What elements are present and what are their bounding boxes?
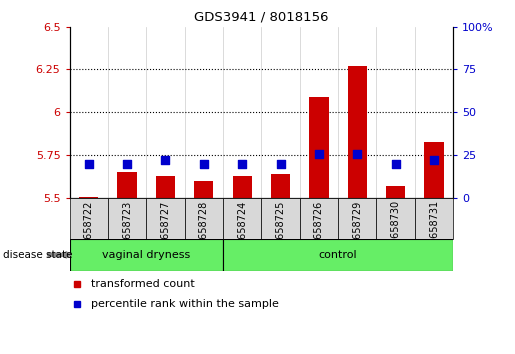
Bar: [70, 198, 108, 239]
Text: GSM658727: GSM658727: [161, 200, 170, 259]
Point: [123, 161, 131, 167]
Bar: [261, 198, 300, 239]
Text: GSM658726: GSM658726: [314, 200, 324, 259]
Bar: [271, 174, 290, 198]
Bar: [223, 198, 261, 239]
Text: GSM658722: GSM658722: [84, 200, 94, 259]
Bar: [108, 198, 146, 239]
Point: [200, 161, 208, 167]
Text: GSM658731: GSM658731: [429, 200, 439, 259]
Point: [161, 158, 169, 163]
Bar: [310, 97, 329, 198]
Point: [84, 161, 93, 167]
Bar: [376, 198, 415, 239]
Bar: [348, 66, 367, 198]
Text: GSM658728: GSM658728: [199, 200, 209, 259]
Point: [277, 161, 285, 167]
Text: percentile rank within the sample: percentile rank within the sample: [91, 299, 279, 309]
Bar: [156, 176, 175, 198]
Text: vaginal dryness: vaginal dryness: [102, 250, 191, 260]
Text: GSM658723: GSM658723: [122, 200, 132, 259]
Bar: [424, 142, 443, 198]
Point: [430, 158, 438, 163]
Bar: [386, 186, 405, 198]
Bar: [300, 198, 338, 239]
Bar: [146, 198, 184, 239]
Point: [315, 151, 323, 156]
Bar: [117, 172, 136, 198]
Point: [353, 151, 362, 156]
Bar: [184, 198, 223, 239]
Point: [391, 161, 400, 167]
Bar: [194, 181, 213, 198]
Bar: [415, 198, 453, 239]
Text: GSM658725: GSM658725: [276, 200, 285, 259]
Bar: [79, 196, 98, 198]
Text: GSM658724: GSM658724: [237, 200, 247, 259]
Title: GDS3941 / 8018156: GDS3941 / 8018156: [194, 11, 329, 24]
Text: control: control: [319, 250, 357, 260]
Text: GSM658729: GSM658729: [352, 200, 362, 259]
Bar: [338, 198, 376, 239]
Text: disease state: disease state: [3, 250, 72, 260]
Bar: [223, 239, 453, 271]
Bar: [70, 239, 223, 271]
Bar: [233, 176, 252, 198]
Text: transformed count: transformed count: [91, 279, 194, 289]
Point: [238, 161, 246, 167]
Text: GSM658730: GSM658730: [391, 200, 401, 259]
